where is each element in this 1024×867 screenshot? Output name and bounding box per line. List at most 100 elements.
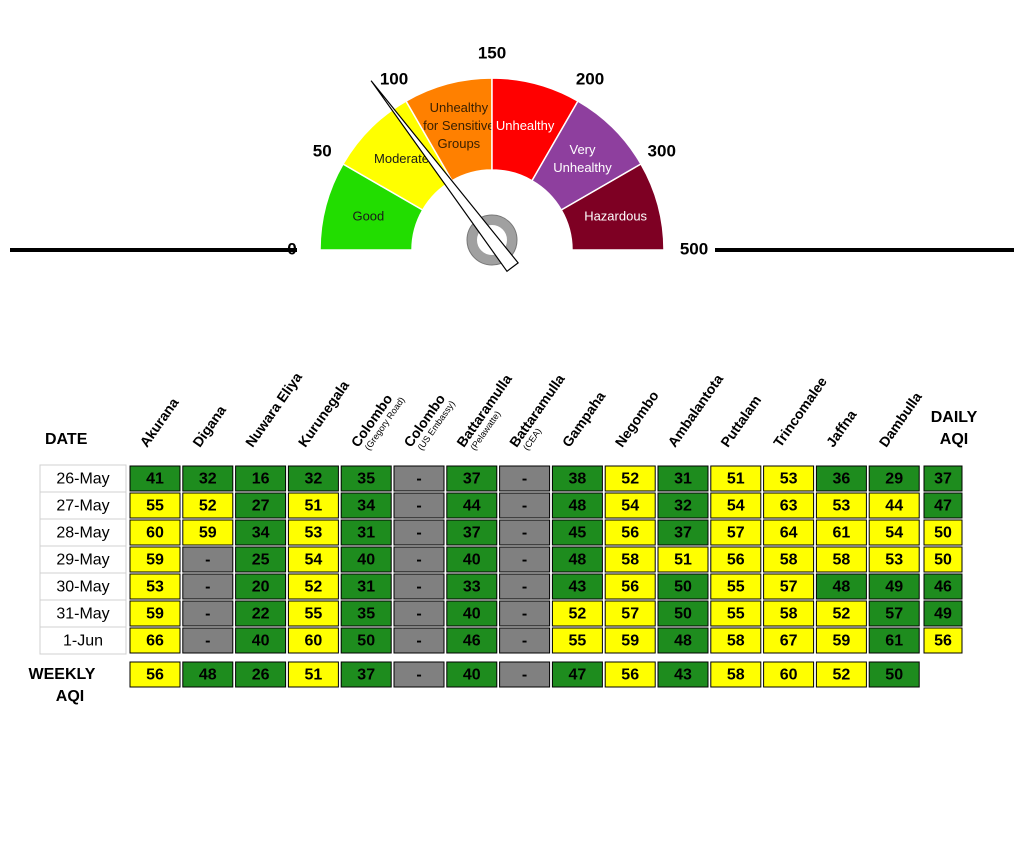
aqi-cell [129,546,181,573]
band-label: Unhealthy [553,160,612,175]
aqi-value: - [416,471,421,488]
aqi-value: 58 [780,552,798,569]
aqi-cell [182,546,234,573]
aqi-value: - [205,579,210,596]
aqi-cell [657,573,709,600]
date-cell [39,518,127,547]
aqi-cell [129,627,181,654]
aqi-value: 56 [727,552,745,569]
aqi-value: 51 [305,498,323,515]
aqi-cell [868,465,920,492]
aqi-cell [129,573,181,600]
aqi-value: 53 [885,552,903,569]
aqi-cell [287,519,339,546]
aqi-value: - [205,633,210,650]
aqi-cell [235,546,287,573]
aqi-cell [604,661,656,688]
aqi-cell [815,546,867,573]
aqi-cell [287,465,339,492]
aqi-cell [340,492,392,519]
aqi-value: 48 [674,633,692,650]
column-name: Ambalantota [664,371,726,450]
aqi-cell [710,661,762,688]
column-header: Akurana [136,395,181,450]
column-name: Dambulla [876,389,925,450]
aqi-cell [182,627,234,654]
aqi-value: 55 [305,606,323,623]
aqi-cell [182,519,234,546]
aqi-cell [763,627,815,654]
aqi-cell [235,492,287,519]
aqi-value: 20 [252,579,270,596]
column-header: Colombo(Gregory Road) [348,391,407,452]
aqi-value: 53 [780,471,798,488]
column-name: Jaffna [823,407,860,450]
date-label: 31-May [56,606,109,623]
aqi-cell [657,519,709,546]
aqi-value: 55 [727,606,745,623]
aqi-value: 44 [885,498,903,515]
aqi-cell [868,519,920,546]
aqi-cell [182,465,234,492]
aqi-value: 52 [833,667,851,684]
aqi-cell [763,573,815,600]
aqi-cell [657,600,709,627]
column-header: Puttalam [717,392,764,450]
date-label: 28-May [56,525,109,542]
aqi-value: 34 [252,525,270,542]
aqi-value: 34 [357,498,375,515]
column-header: Dambulla [876,389,925,450]
aqi-value: 37 [463,525,481,542]
aqi-value: 36 [833,471,851,488]
aqi-value: 66 [146,633,164,650]
aqi-cell [446,519,498,546]
aqi-value: 54 [305,552,323,569]
aqi-value: 45 [569,525,587,542]
aqi-cell [815,573,867,600]
weekly-header: WEEKLY [29,666,96,683]
aqi-cell [868,661,920,688]
aqi-value: 50 [357,633,375,650]
aqi-value: 46 [463,633,481,650]
aqi-cell [446,546,498,573]
aqi-cell [551,600,603,627]
column-name: Trincomalee [770,374,830,450]
column-header: Trincomalee [770,374,830,450]
aqi-cell [923,546,963,573]
column-header: Jaffna [823,407,860,450]
aqi-cell [393,661,445,688]
aqi-value: 50 [934,525,952,542]
band-label: Very [570,142,597,157]
aqi-cell [446,627,498,654]
aqi-value: 56 [621,525,639,542]
aqi-cell [393,492,445,519]
aqi-value: 40 [463,667,481,684]
aqi-cell [340,600,392,627]
aqi-cell [657,546,709,573]
aqi-cell [499,627,551,654]
aqi-value: 52 [833,606,851,623]
aqi-value: 53 [305,525,323,542]
aqi-cell [393,573,445,600]
aqi-value: 59 [621,633,639,650]
column-name: Akurana [136,395,181,450]
aqi-value: - [416,552,421,569]
aqi-value: - [205,606,210,623]
aqi-value: 52 [305,579,323,596]
aqi-value: 57 [885,606,903,623]
band-label: for Sensitive [423,118,495,133]
aqi-cell [235,627,287,654]
aqi-value: - [522,552,527,569]
column-header: Kurunegala [295,377,352,449]
aqi-value: 58 [621,552,639,569]
aqi-cell [657,465,709,492]
aqi-cell [340,661,392,688]
aqi-value: 40 [357,552,375,569]
aqi-cell [182,661,234,688]
column-name: Negombo [612,388,662,450]
aqi-value: 58 [727,633,745,650]
weekly-header: AQI [56,688,84,705]
aqi-value: 40 [252,633,270,650]
aqi-value: - [205,552,210,569]
